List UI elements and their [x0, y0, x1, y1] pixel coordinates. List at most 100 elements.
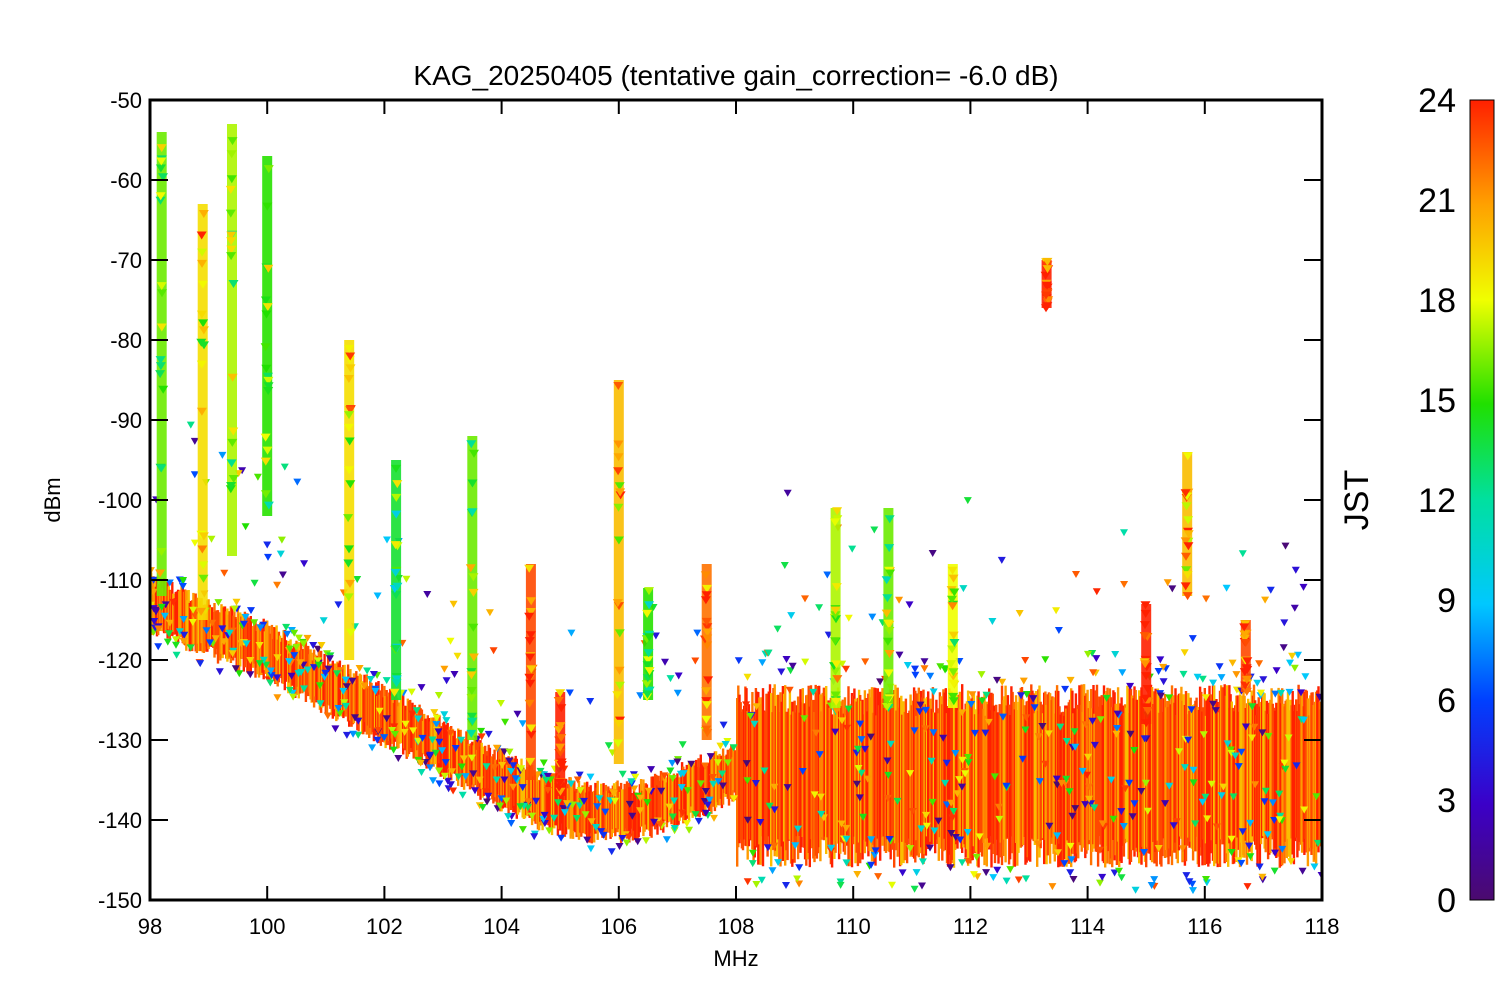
scatter-point [1255, 863, 1264, 871]
scatter-point [694, 817, 703, 825]
scatter-point [1019, 677, 1028, 685]
peak-point [468, 573, 479, 582]
scatter-point [1018, 755, 1027, 763]
scatter-point [1290, 664, 1299, 672]
peak-point [644, 633, 655, 642]
scatter-point [691, 811, 700, 819]
peak-column [1240, 620, 1251, 692]
scatter-point [691, 657, 700, 665]
scatter-point [513, 710, 522, 718]
scatter-point [449, 787, 458, 795]
scatter-point [1090, 741, 1099, 749]
scatter-point [1266, 586, 1275, 594]
peak-point [467, 712, 477, 721]
scatter-point [1180, 649, 1189, 657]
scatter-point [1189, 779, 1198, 787]
y-tick-label: -120 [98, 648, 142, 673]
scatter-point [678, 741, 687, 749]
scatter-point [1175, 748, 1184, 756]
scatter-point [920, 665, 929, 673]
peak-point [389, 688, 400, 697]
peak-point [227, 373, 238, 382]
scatter-point [1287, 858, 1295, 866]
scatter-point [492, 744, 501, 752]
scatter-point [844, 705, 853, 713]
scatter-point [861, 745, 869, 753]
scatter-point [1285, 688, 1294, 696]
scatter-point [758, 659, 767, 667]
scatter-point [458, 791, 467, 799]
y-tick-label: -60 [110, 168, 142, 193]
scatter-point [400, 728, 409, 736]
scatter-point [662, 836, 671, 844]
peak-point [226, 459, 237, 468]
scatter-point [1288, 652, 1297, 660]
scatter-point [580, 797, 588, 805]
scatter-point [742, 701, 751, 709]
scatter-point [1215, 663, 1224, 671]
scatter-point [477, 727, 486, 735]
scatter-point [757, 876, 766, 884]
scatter-point [1067, 856, 1076, 864]
peak-point [344, 437, 355, 446]
peak-marker [829, 507, 843, 708]
scatter-point [1237, 748, 1246, 756]
peak-point [228, 427, 239, 436]
scatter-point [454, 773, 463, 781]
scatter-point [501, 718, 510, 726]
scatter-point [1021, 657, 1030, 664]
scatter-point [157, 603, 166, 611]
scatter-point [867, 861, 876, 869]
peak-point [227, 137, 238, 146]
scatter-point [763, 844, 772, 852]
scatter-point [382, 677, 391, 685]
y-tick-label: -80 [110, 328, 142, 353]
peak-point [1182, 452, 1193, 461]
scatter-point [165, 579, 174, 587]
scatter-point [827, 844, 836, 852]
peak-point [198, 210, 209, 218]
scatter-point [543, 787, 552, 794]
peak-point [881, 576, 892, 585]
scatter-point [1263, 831, 1272, 839]
scatter-point [1045, 822, 1054, 830]
scatter-point [484, 792, 493, 800]
scatter-point [1271, 849, 1279, 857]
scatter-point [293, 478, 302, 486]
scatter-point [246, 671, 255, 679]
scatter-point [926, 672, 935, 680]
scatter-point [866, 733, 875, 741]
scatter-point [963, 858, 972, 865]
scatter-point [320, 673, 329, 681]
scatter-point [557, 834, 566, 842]
peak-point [614, 681, 625, 690]
peak-point [613, 719, 624, 728]
scatter-point [1078, 767, 1087, 775]
scatter-point [746, 712, 755, 720]
peak-marker [553, 689, 567, 796]
scatter-point [1246, 853, 1255, 861]
scatter-point [1191, 820, 1200, 828]
peak-point [263, 165, 274, 174]
data-layer [150, 124, 1322, 895]
scatter-point [321, 669, 330, 677]
scatter-point [1112, 730, 1121, 738]
scatter-point [982, 691, 991, 699]
scatter-point [471, 787, 479, 795]
peak-point [701, 701, 712, 710]
scatter-point [1299, 716, 1308, 724]
scatter-point [498, 761, 507, 769]
scatter-point [801, 595, 809, 603]
scatter-point [1118, 669, 1127, 677]
peak-point [158, 385, 169, 394]
scatter-point [169, 598, 178, 606]
scatter-point [903, 662, 912, 669]
x-tick-label: 116 [1187, 914, 1222, 939]
peak-point [467, 717, 478, 726]
scatter-point [1259, 676, 1268, 684]
y-tick-label: -140 [98, 808, 142, 833]
scatter-point [363, 667, 372, 675]
scatter-point [1275, 816, 1284, 824]
peak-point [884, 627, 895, 635]
scatter-point [934, 817, 943, 825]
